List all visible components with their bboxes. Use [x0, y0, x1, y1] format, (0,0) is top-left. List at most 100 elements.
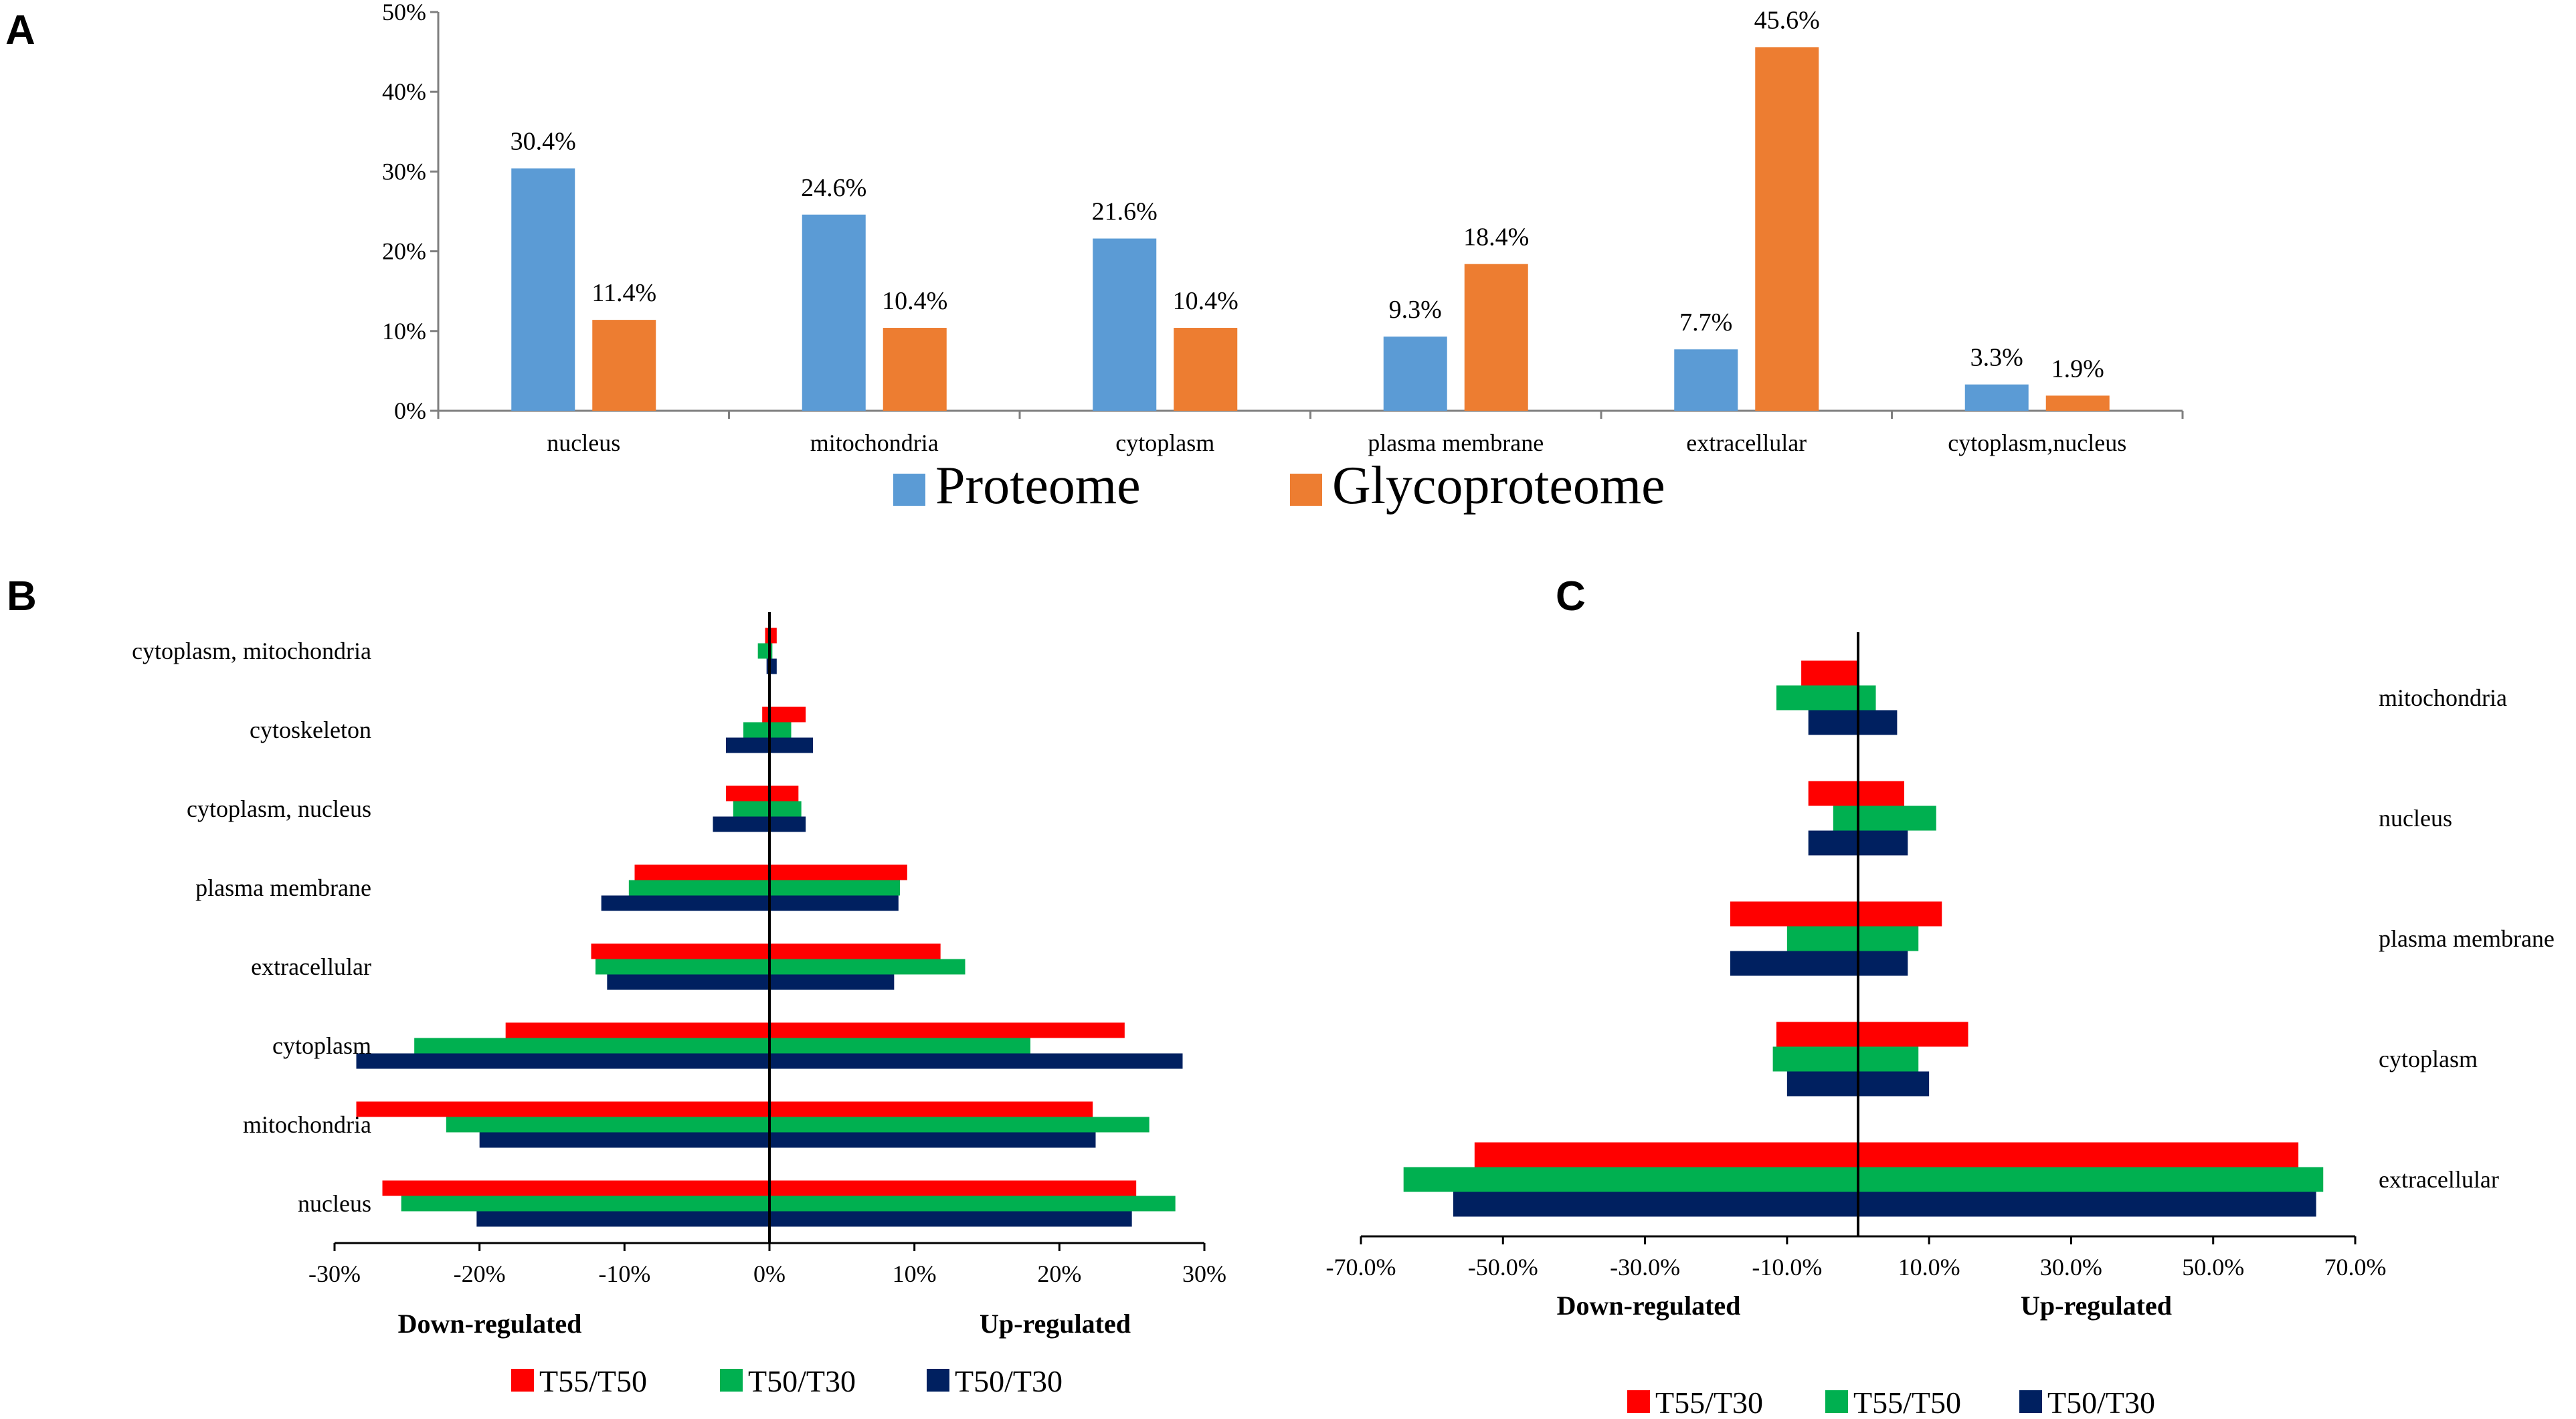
bar-up	[1858, 1142, 2299, 1167]
legend-label: T50/T30	[2047, 1386, 2155, 1419]
bar-down	[1801, 660, 1858, 686]
bar-down	[713, 816, 769, 832]
category-label: nucleus	[2379, 805, 2452, 832]
category-label: cytoplasm	[2379, 1046, 2478, 1072]
bar-up	[769, 1053, 1183, 1069]
data-label: 11.4%	[591, 279, 656, 307]
bar-down	[1776, 1022, 1858, 1047]
category-label: extracellular	[2379, 1166, 2499, 1193]
category-label: nucleus	[298, 1190, 371, 1217]
x-tick-label: -30.0%	[1610, 1254, 1680, 1281]
bar-down	[356, 1053, 769, 1069]
x-tick-label: cytoplasm	[1115, 430, 1214, 456]
legend-label: Proteome	[935, 456, 1141, 515]
legend-label: T50/T30	[955, 1364, 1063, 1398]
legend-label: T55/T50	[1853, 1386, 1961, 1419]
bar-up	[769, 1101, 1093, 1117]
bar-down	[726, 785, 769, 801]
bar-down	[1808, 710, 1858, 735]
bar-down	[1730, 951, 1858, 976]
legend-swatch	[2019, 1390, 2042, 1413]
bar-down	[1776, 685, 1858, 711]
down-regulated-label: Down-regulated	[1557, 1291, 1741, 1321]
bar-proteome	[1383, 337, 1447, 411]
bar-up	[1858, 1192, 2316, 1217]
bar-down	[757, 643, 769, 659]
up-regulated-label: Up-regulated	[2021, 1291, 2172, 1321]
x-tick-label: nucleus	[547, 430, 620, 456]
legend-swatch	[720, 1369, 743, 1392]
legend-swatch	[927, 1369, 949, 1392]
bar-up	[1858, 951, 1908, 976]
bar-down	[1786, 926, 1858, 951]
bar-down	[601, 895, 769, 911]
data-label: 9.3%	[1389, 296, 1442, 324]
bar-up	[769, 1022, 1125, 1038]
bar-glycoproteome	[1174, 328, 1238, 411]
legend-swatch	[1825, 1390, 1848, 1413]
y-tick-label: 50%	[382, 0, 426, 25]
bar-proteome	[1093, 238, 1157, 411]
x-tick-label: 70.0%	[2324, 1254, 2387, 1281]
bar-up	[1858, 901, 1942, 927]
chart-b: cytoplasm, mitochondria cytoskeleton cytop…	[132, 612, 1226, 1398]
category-label: extracellular	[251, 953, 371, 980]
x-tick-label: -30%	[308, 1260, 361, 1287]
bar-glycoproteome	[2045, 395, 2110, 411]
bar-up	[769, 1196, 1176, 1212]
bar-down	[401, 1196, 769, 1212]
bar-up	[1858, 685, 1876, 711]
bar-down	[1833, 806, 1858, 831]
bar-down	[607, 974, 769, 990]
data-label: 18.4%	[1463, 223, 1529, 252]
y-tick-label: 10%	[382, 318, 426, 345]
x-tick-label: cytoplasm,nucleus	[1948, 430, 2126, 456]
legend-label: Glycoproteome	[1332, 456, 1665, 515]
bar-down	[1474, 1142, 1858, 1167]
x-tick-label: -20%	[454, 1260, 506, 1287]
bar-down	[1808, 830, 1858, 856]
x-tick-label: -10%	[598, 1260, 650, 1287]
y-tick-label: 0%	[394, 397, 426, 424]
bar-down	[762, 706, 769, 723]
bar-up	[1858, 1022, 1968, 1047]
category-label: cytoskeleton	[250, 717, 371, 743]
bar-down	[414, 1038, 769, 1054]
bar-up	[769, 1038, 1030, 1054]
data-label: 24.6%	[801, 174, 866, 202]
legend-label: T55/T30	[1655, 1386, 1763, 1419]
bar-down	[591, 943, 769, 959]
bar-proteome	[1674, 349, 1738, 411]
category-label: plasma membrane	[2379, 925, 2555, 952]
legend-swatch	[511, 1369, 534, 1392]
bar-down	[446, 1117, 769, 1133]
bar-up	[1858, 926, 1919, 951]
chart-a: 0% 10% 20% 30% 40% 50% nucleus 30.4% 11.4% mitoch…	[382, 0, 2184, 515]
bar-up	[769, 628, 777, 644]
bar-up	[769, 643, 773, 659]
bar-up	[769, 895, 899, 911]
bar-down	[1786, 1071, 1858, 1097]
x-tick-label: 10.0%	[1898, 1254, 1960, 1281]
bar-up	[1858, 830, 1908, 856]
x-tick-label: 50.0%	[2182, 1254, 2244, 1281]
bar-up	[769, 785, 799, 801]
bar-down	[1453, 1192, 1858, 1217]
bar-down	[628, 880, 769, 896]
bar-down	[1772, 1046, 1858, 1072]
bar-glycoproteome	[1464, 264, 1528, 411]
y-tick-label: 30%	[382, 158, 426, 185]
bar-up	[769, 706, 806, 723]
y-tick-label: 40%	[382, 78, 426, 105]
x-tick-label: 10%	[893, 1260, 937, 1287]
category-label: cytoplasm	[272, 1032, 371, 1059]
bar-down	[1730, 901, 1858, 927]
bar-down	[356, 1101, 769, 1117]
bar-up	[769, 722, 792, 738]
data-label: 45.6%	[1754, 6, 1820, 34]
bar-glycoproteome	[592, 320, 656, 411]
data-label: 10.4%	[1173, 287, 1238, 315]
x-tick-label: extracellular	[1686, 430, 1807, 456]
down-regulated-label: Down-regulated	[398, 1309, 582, 1339]
bar-down	[766, 658, 769, 674]
